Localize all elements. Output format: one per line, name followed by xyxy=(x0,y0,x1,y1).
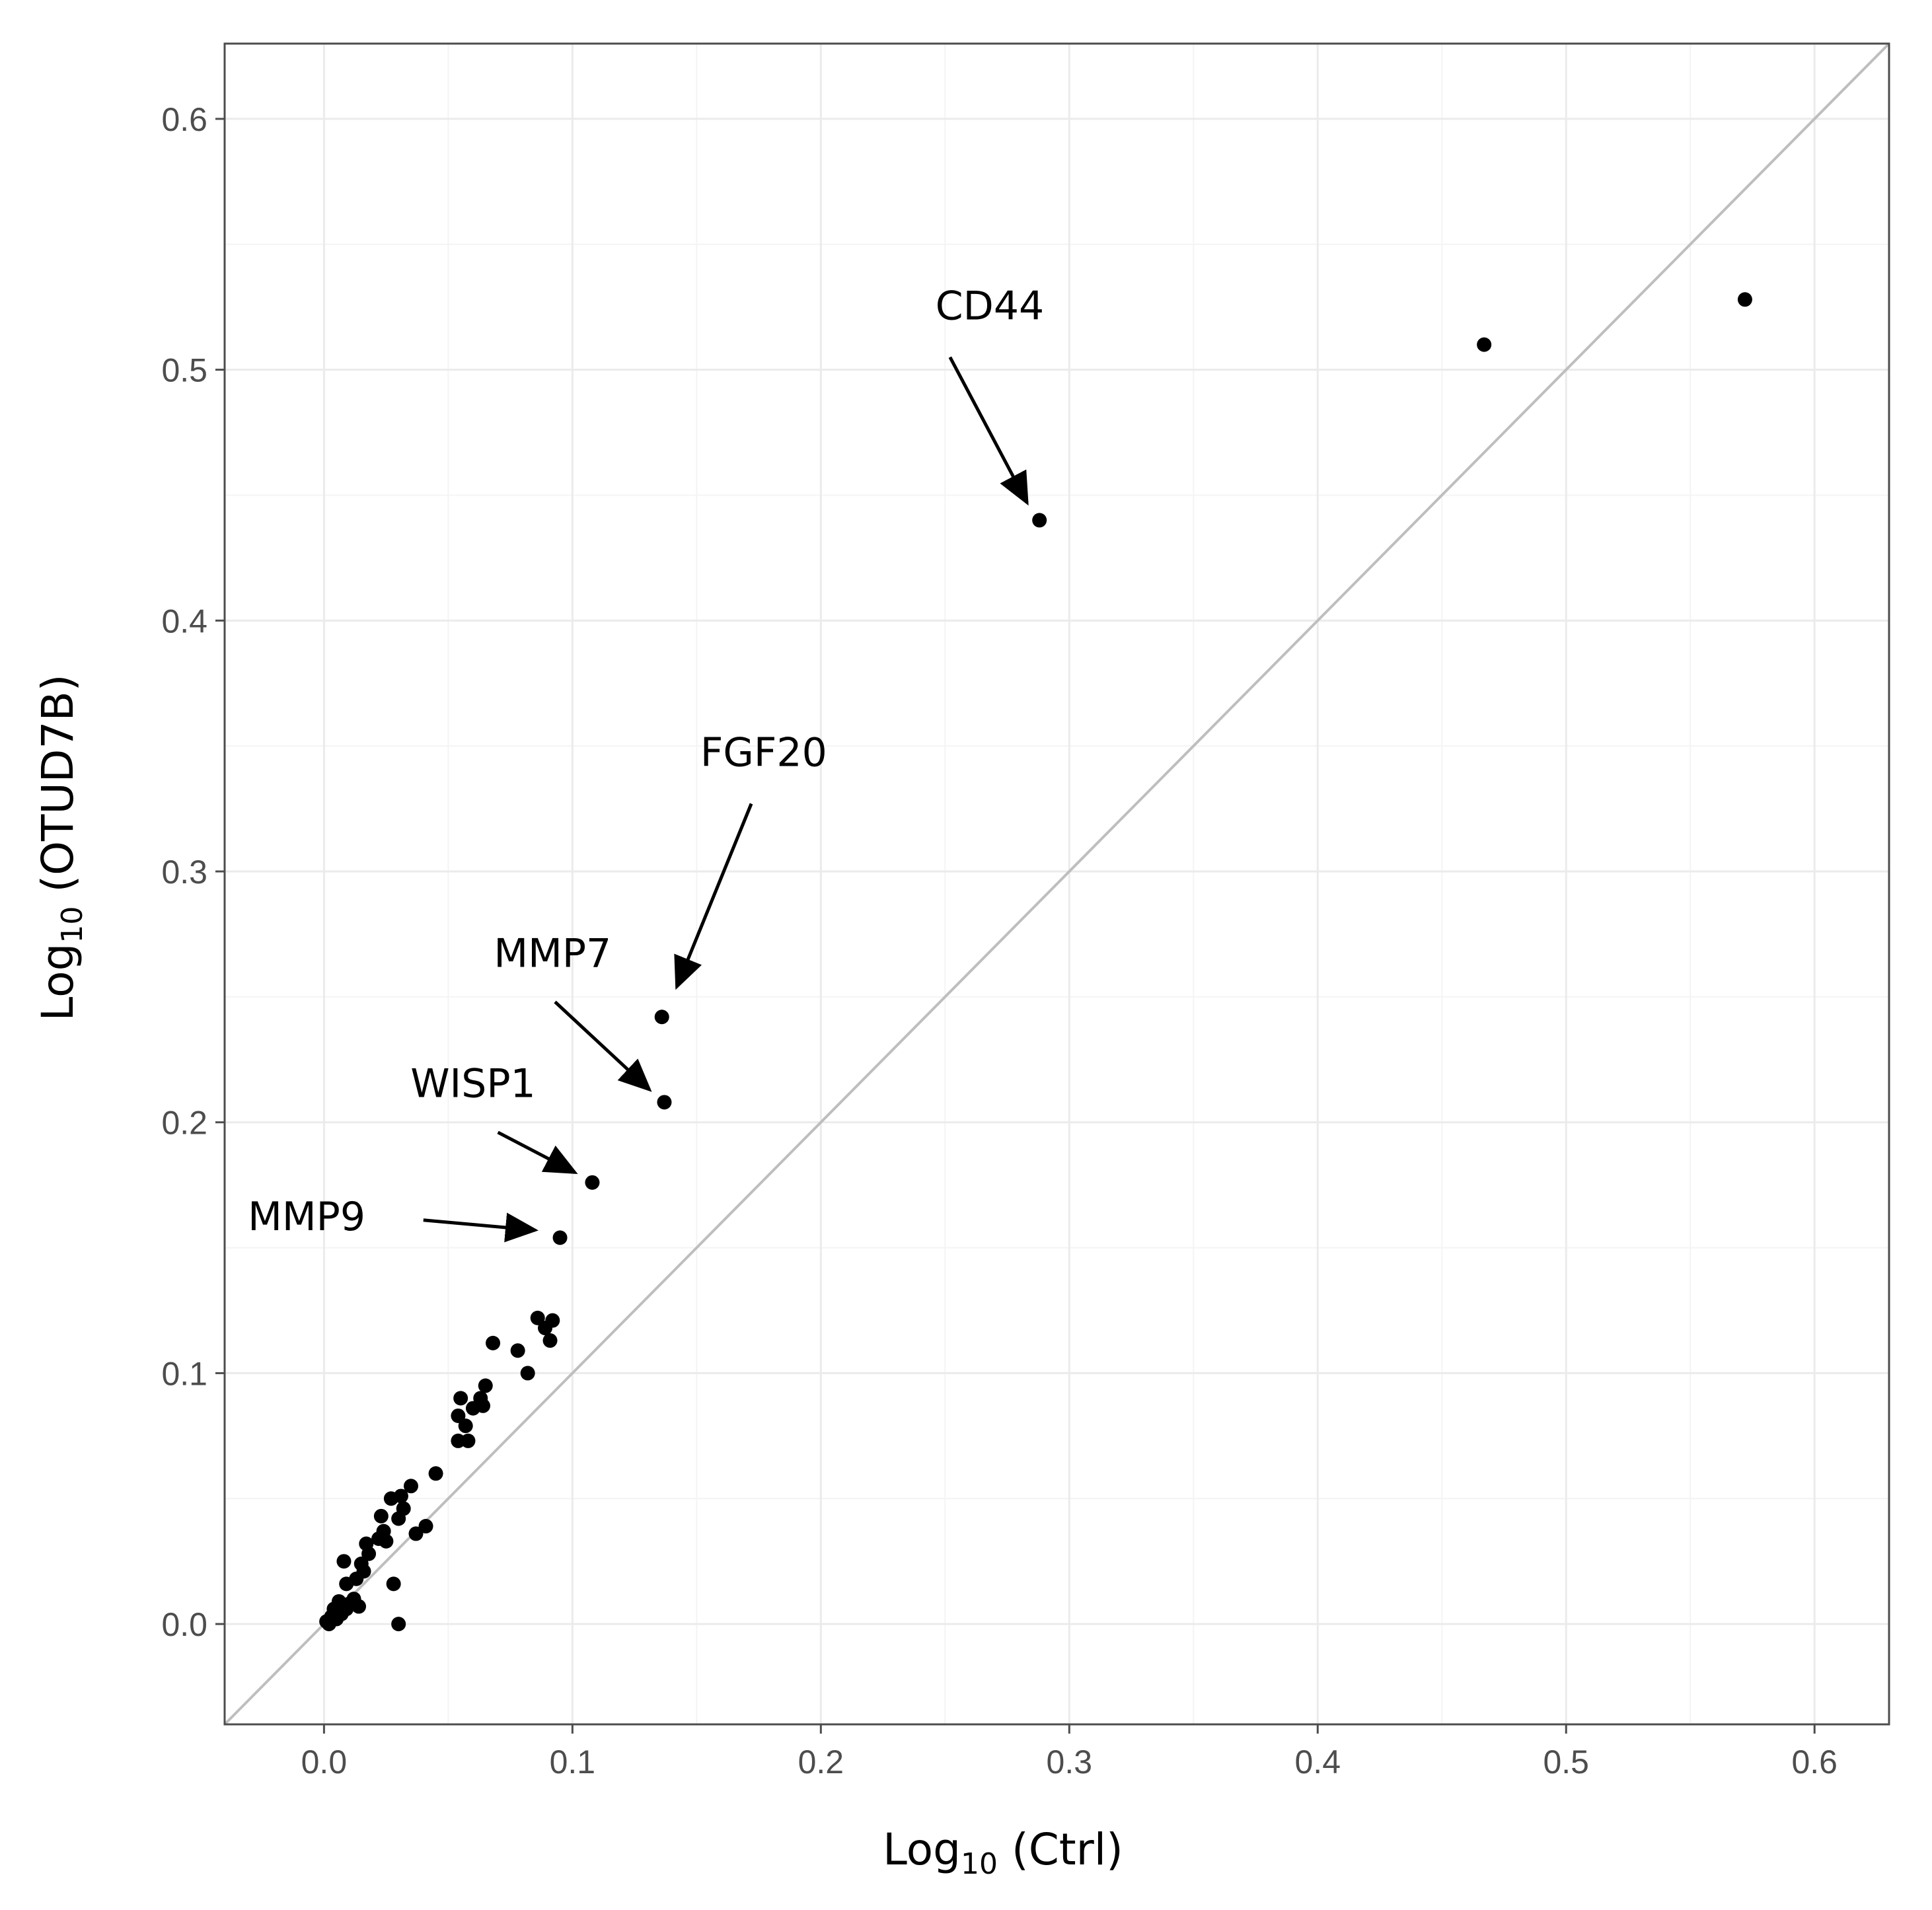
x-tick-label: 0.5 xyxy=(1543,1744,1589,1781)
data-point xyxy=(336,1554,352,1569)
annotation-arrow xyxy=(497,1130,578,1174)
annotation-label: MMP9 xyxy=(248,1194,365,1240)
x-tick-label: 0.1 xyxy=(550,1744,596,1781)
reference-line-group xyxy=(223,42,1890,1726)
x-tick-label: 0.0 xyxy=(301,1744,348,1781)
annotation-arrow xyxy=(554,1000,652,1092)
annotations: CD44 FGF20 MMP7 WISP1 MMP9 xyxy=(248,283,1044,1243)
x-tick-label: 0.3 xyxy=(1047,1744,1093,1781)
data-point xyxy=(383,1491,398,1506)
data-point xyxy=(486,1335,501,1350)
annotation-arrow xyxy=(948,356,1029,506)
data-point xyxy=(352,1599,367,1614)
data-point xyxy=(373,1508,389,1524)
x-tick-label: 0.6 xyxy=(1791,1744,1838,1781)
gridlines xyxy=(225,44,1889,1724)
annotation-label: WISP1 xyxy=(410,1061,535,1107)
y-tick-label: 0.3 xyxy=(161,854,207,891)
data-point xyxy=(391,1617,406,1632)
annotation-label: CD44 xyxy=(936,283,1044,330)
data-point xyxy=(339,1576,354,1592)
annotation-arrow xyxy=(674,803,753,990)
x-tick-label: 0.4 xyxy=(1295,1744,1341,1781)
y-tick-label: 0.0 xyxy=(161,1606,207,1643)
data-point xyxy=(552,1230,568,1245)
data-point xyxy=(461,1433,476,1448)
data-point xyxy=(361,1546,377,1561)
data-point xyxy=(520,1366,535,1381)
y-tick-label: 0.2 xyxy=(161,1105,207,1142)
data-point xyxy=(510,1343,525,1358)
data-points xyxy=(319,292,1752,1632)
data-point xyxy=(408,1526,424,1541)
data-point xyxy=(451,1408,466,1423)
data-point xyxy=(478,1378,493,1393)
data-point xyxy=(476,1398,491,1413)
y-axis-ticks: 0.0 0.1 0.2 0.3 0.4 0.5 0.6 xyxy=(161,101,225,1643)
x-axis-ticks: 0.0 0.1 0.2 0.3 0.4 0.5 0.6 xyxy=(301,1724,1838,1781)
data-point xyxy=(585,1175,600,1190)
data-point xyxy=(321,1617,336,1632)
data-point xyxy=(451,1433,466,1448)
data-point xyxy=(654,1010,669,1025)
y-tick-label: 0.5 xyxy=(161,352,207,389)
plot-panel-border xyxy=(223,42,1890,1726)
y-tick-label: 0.4 xyxy=(161,603,207,640)
data-point xyxy=(403,1479,418,1494)
data-point xyxy=(1032,513,1047,528)
y-axis-title: Log10 (OTUD7B) xyxy=(32,674,89,1021)
annotation-label: FGF20 xyxy=(700,730,827,776)
annotation-label: MMP7 xyxy=(494,930,611,976)
data-point xyxy=(1477,337,1492,352)
data-point xyxy=(428,1466,443,1481)
data-point xyxy=(538,1321,553,1336)
data-point xyxy=(530,1310,545,1325)
data-point xyxy=(542,1333,558,1348)
x-tick-label: 0.2 xyxy=(798,1744,844,1781)
data-point xyxy=(371,1531,387,1547)
y-tick-label: 0.1 xyxy=(161,1355,207,1392)
data-point xyxy=(458,1418,473,1434)
x-axis-title: Log10 (Ctrl) xyxy=(883,1824,1123,1881)
data-point xyxy=(657,1095,672,1110)
data-point xyxy=(391,1511,406,1526)
data-point xyxy=(386,1576,401,1592)
identity-line xyxy=(223,42,1890,1726)
annotation-arrow xyxy=(423,1212,539,1243)
data-point xyxy=(1737,292,1752,307)
data-point xyxy=(453,1391,468,1406)
y-tick-label: 0.6 xyxy=(161,101,207,138)
data-point xyxy=(418,1519,433,1534)
